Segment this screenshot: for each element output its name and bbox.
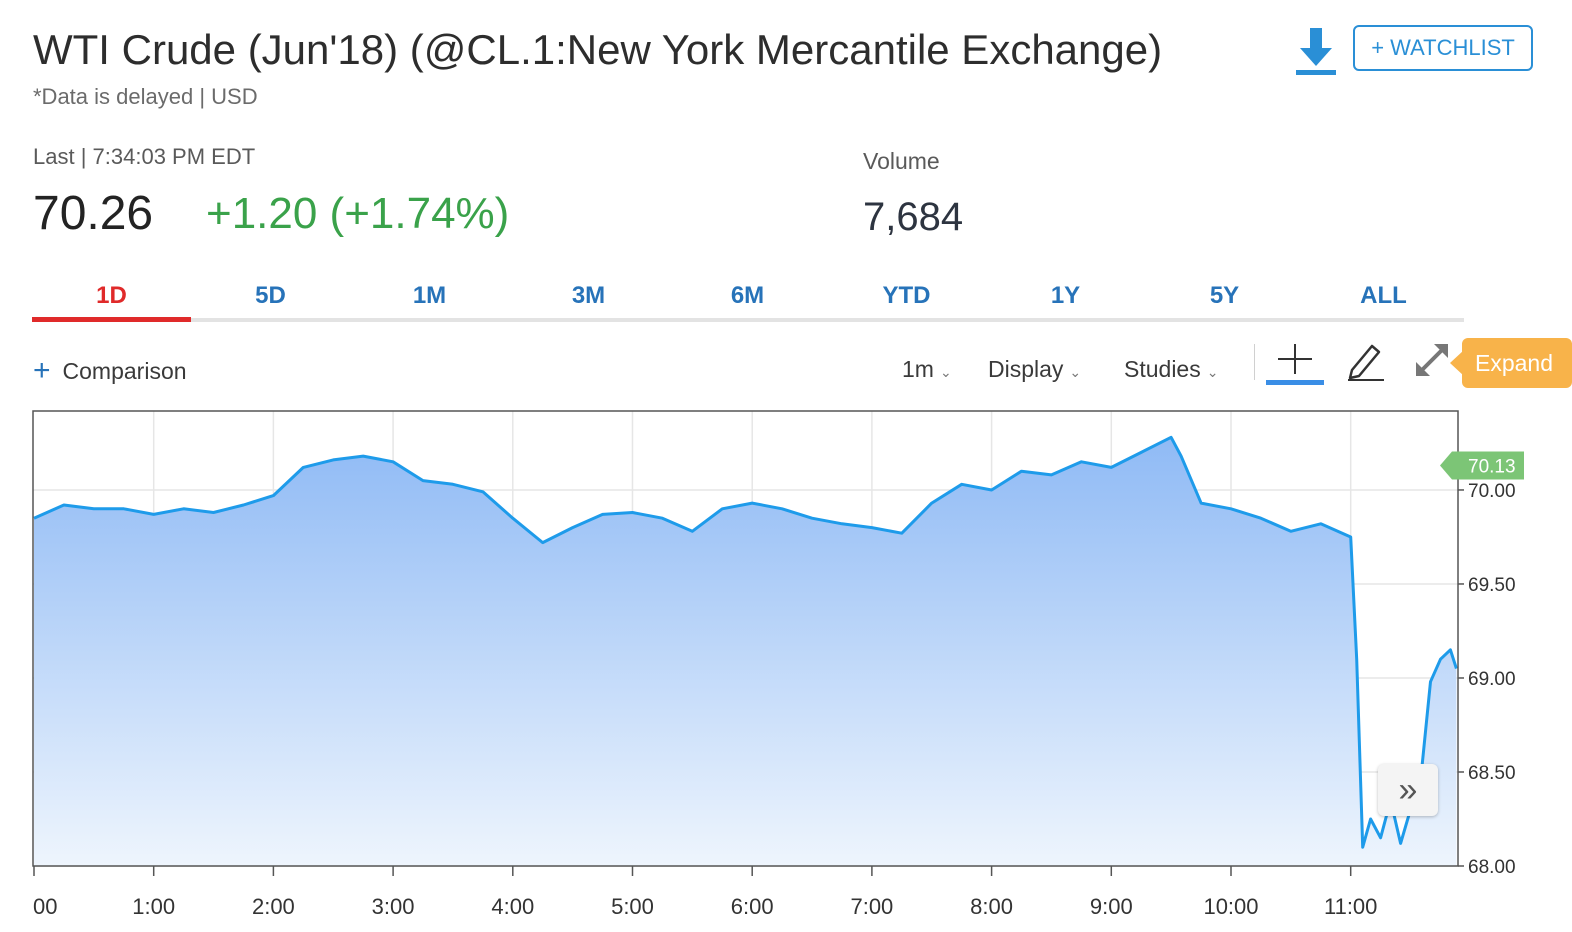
x-tick-label: 00 xyxy=(33,894,57,919)
tab-5y[interactable]: 5Y xyxy=(1209,282,1240,309)
interval-label: 1m xyxy=(902,356,934,382)
scroll-latest-button[interactable]: » xyxy=(1378,764,1438,816)
price-line xyxy=(33,435,1458,849)
page-title: WTI Crude (Jun'18) (@CL.1:New York Merca… xyxy=(33,26,1163,73)
y-tick-label: 69.00 xyxy=(1468,669,1516,690)
x-tick-label: 9:00 xyxy=(1090,894,1133,919)
tab-1d[interactable]: 1D xyxy=(96,282,127,309)
x-tick-label: 6:00 xyxy=(731,894,774,919)
x-tick-label: 2:00 xyxy=(252,894,295,919)
crosshair-icon[interactable] xyxy=(1266,340,1324,384)
last-trade-label: Last | 7:34:03 PM EDT xyxy=(33,144,256,169)
tab-rail xyxy=(32,318,1464,322)
expand-tooltip-label: Expand xyxy=(1475,350,1553,376)
x-axis: 00 1:00 2:00 3:00 4:00 5:00 6:00 7:00 8:00 9:00 10… xyxy=(33,866,1377,919)
tab-5d[interactable]: 5D xyxy=(255,282,286,309)
add-watchlist-button[interactable]: + WATCHLIST xyxy=(1353,25,1533,71)
tab-1m[interactable]: 1M xyxy=(412,282,447,309)
tab-3m[interactable]: 3M xyxy=(571,282,606,309)
studies-dropdown[interactable]: Studies ⌄ xyxy=(1124,356,1218,383)
price-area xyxy=(34,437,1457,866)
toolbar-divider xyxy=(1254,344,1255,380)
x-tick-label: 10:00 xyxy=(1203,894,1258,919)
tab-ytd[interactable]: YTD xyxy=(882,282,931,309)
x-tick-label: 4:00 xyxy=(491,894,534,919)
x-tick-label: 7:00 xyxy=(850,894,893,919)
current-price-tag: 70.13 xyxy=(1440,451,1524,480)
chevron-down-icon: ⌄ xyxy=(939,364,952,380)
last-price: 70.26 xyxy=(33,187,154,240)
comparison-label: Comparison xyxy=(62,357,187,384)
x-tick-label: 3:00 xyxy=(372,894,415,919)
expand-tooltip: Expand xyxy=(1450,338,1572,388)
volume-label: Volume xyxy=(863,148,940,174)
chevron-down-icon: ⌄ xyxy=(1206,364,1219,380)
interval-dropdown[interactable]: 1m ⌄ xyxy=(902,356,952,383)
x-tick-label: 1:00 xyxy=(132,894,175,919)
x-tick-label: 8:00 xyxy=(970,894,1013,919)
studies-label: Studies xyxy=(1124,356,1201,382)
comparison-button[interactable]: + Comparison xyxy=(33,356,187,386)
plus-icon: + xyxy=(33,354,51,387)
x-tick-label: 11:00 xyxy=(1324,894,1377,919)
price-chart[interactable]: 70.00 69.50 69.00 68.50 68.00 00 1:00 2:00 3:00… xyxy=(0,400,1572,932)
x-tick-label: 5:00 xyxy=(611,894,654,919)
price-tag-label: 70.13 xyxy=(1468,457,1516,478)
display-dropdown[interactable]: Display ⌄ xyxy=(988,356,1081,383)
pencil-icon[interactable] xyxy=(1344,340,1386,382)
y-tick-label: 68.50 xyxy=(1468,763,1516,784)
price-tag-shape xyxy=(1440,451,1524,480)
expand-icon[interactable] xyxy=(1412,340,1452,380)
tab-1y[interactable]: 1Y xyxy=(1050,282,1081,309)
chevron-down-icon: ⌄ xyxy=(1069,364,1082,380)
download-icon[interactable] xyxy=(1294,24,1338,76)
y-tick-label: 70.00 xyxy=(1468,481,1516,502)
range-tabs: 1D 5D 1M 3M 6M YTD 1Y 5Y ALL xyxy=(32,278,1464,322)
volume-value: 7,684 xyxy=(863,195,964,239)
crosshair-active-indicator xyxy=(1266,380,1324,385)
y-tick-label: 69.50 xyxy=(1468,575,1516,596)
y-tick-label: 68.00 xyxy=(1468,857,1516,878)
y-axis: 70.00 69.50 69.00 68.50 68.00 xyxy=(1458,481,1516,878)
plot-frame xyxy=(32,410,1459,867)
price-change: +1.20 (+1.74%) xyxy=(206,189,510,238)
tab-all[interactable]: ALL xyxy=(1360,282,1407,309)
data-delay-note: *Data is delayed | USD xyxy=(33,84,258,109)
active-tab-indicator xyxy=(32,317,191,322)
tab-6m[interactable]: 6M xyxy=(730,282,765,309)
display-label: Display xyxy=(988,356,1064,382)
